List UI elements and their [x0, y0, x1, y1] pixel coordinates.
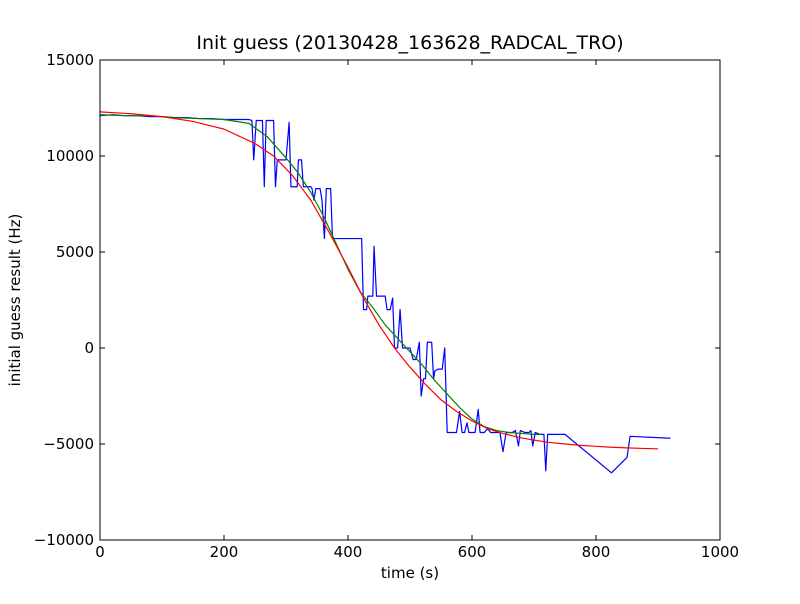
x-tick-label: 400 [334, 543, 363, 561]
series-line-2 [100, 114, 542, 435]
x-tick-label: 800 [582, 543, 611, 561]
x-tick-label: 600 [458, 543, 487, 561]
plot-frame [99, 59, 721, 541]
x-tick-label: 0 [95, 543, 105, 561]
series-layer [100, 111, 671, 474]
y-tick-label: −10000 [34, 531, 94, 549]
series-line-3 [100, 111, 659, 450]
y-axis-label: initial guess result (Hz) [6, 214, 24, 387]
x-tick-label: 1000 [701, 543, 739, 561]
chart-title: Init guess (20130428_163628_RADCAL_TRO) [196, 32, 623, 54]
y-tick-label: 0 [84, 339, 94, 357]
y-tick-label: 5000 [56, 243, 94, 261]
tick-layer: 0 200 400 600 800 1000 −10000 −5000 0 5000 10000 15… [34, 51, 739, 561]
y-tick-label: 15000 [46, 51, 94, 69]
y-tick-label: 10000 [46, 147, 94, 165]
y-tick-label: −5000 [43, 435, 94, 453]
x-axis-label: time (s) [381, 564, 439, 582]
series-line-1 [100, 114, 671, 474]
x-tick-label: 200 [210, 543, 239, 561]
